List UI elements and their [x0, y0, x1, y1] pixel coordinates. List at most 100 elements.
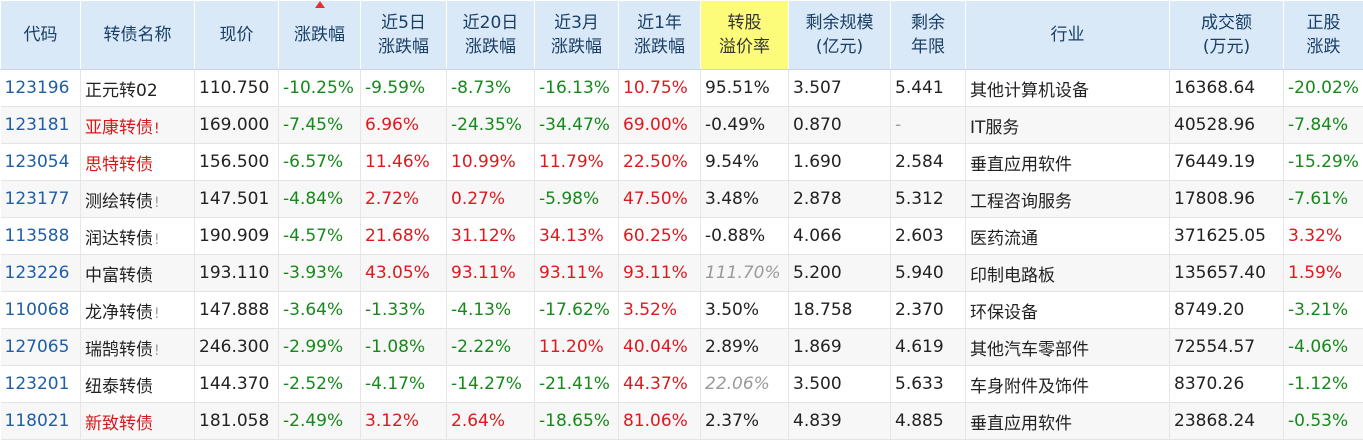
table-row[interactable]: 127065 瑞鹄转债! 246.300 -2.99% -1.08% -2.22% 11.2…: [0, 328, 1363, 366]
cell-code[interactable]: 123196: [0, 69, 81, 107]
table-row[interactable]: 118021 新致转债 181.058 -2.49% 3.12% 2.64% -18.65%…: [0, 402, 1363, 440]
bond-name: 润达转债: [85, 228, 153, 249]
cell-code[interactable]: 123226: [0, 254, 81, 292]
cell-code[interactable]: 127065: [0, 328, 81, 366]
cell-chg3m: 11.79%: [534, 143, 619, 181]
cell-chg5d: 2.72%: [360, 180, 447, 218]
cell-name[interactable]: 新致转债: [80, 402, 195, 440]
cell-chg5d: 6.96%: [360, 106, 447, 144]
column-header-label: 近5日: [381, 13, 426, 33]
column-header-price[interactable]: 现价: [194, 0, 279, 70]
cell-code[interactable]: 113588: [0, 217, 81, 255]
bond-name: 亚康转债: [85, 117, 153, 138]
bond-name: 正元转02: [85, 80, 158, 101]
cell-premium: -0.49%: [700, 106, 789, 144]
cell-industry: 工程咨询服务: [965, 180, 1170, 218]
bond-name: 中富转债: [85, 265, 153, 286]
cell-scale: 0.870: [788, 106, 891, 144]
column-header-label: 近1年: [637, 13, 682, 33]
cell-chg20d: -2.22%: [446, 328, 535, 366]
cell-premium: 95.51%: [700, 69, 789, 107]
column-header-premium[interactable]: 转股 溢价率: [700, 0, 789, 70]
cell-premium: 2.89%: [700, 328, 789, 366]
cell-code[interactable]: 118021: [0, 402, 81, 440]
cell-chg5d: 11.46%: [360, 143, 447, 181]
cell-stock_chg: -7.61%: [1283, 180, 1363, 218]
cell-chg: -3.64%: [278, 291, 361, 329]
cell-name[interactable]: 纽泰转债: [80, 365, 195, 403]
cell-industry: 医药流通: [965, 217, 1170, 255]
bond-name: 思特转债: [85, 154, 153, 175]
cell-name[interactable]: 龙净转债!: [80, 291, 195, 329]
column-header-label: 近3月: [554, 13, 599, 33]
column-header-chg[interactable]: 涨跌幅: [278, 0, 361, 70]
cell-chg3m: -17.62%: [534, 291, 619, 329]
cell-code[interactable]: 123054: [0, 143, 81, 181]
cell-chg: -3.93%: [278, 254, 361, 292]
cell-name[interactable]: 正元转02: [80, 69, 195, 107]
bond-name: 龙净转债: [85, 302, 153, 323]
column-header-chg5d[interactable]: 近5日 涨跌幅: [360, 0, 447, 70]
table-row[interactable]: 123177 测绘转债! 147.501 -4.84% 2.72% 0.27% -5.98%…: [0, 180, 1363, 218]
cell-name[interactable]: 思特转债: [80, 143, 195, 181]
cell-premium: 9.54%: [700, 143, 789, 181]
table-row[interactable]: 123201 纽泰转债 144.370 -2.52% -4.17% -14.27% -21.…: [0, 365, 1363, 403]
table-row[interactable]: 110068 龙净转债! 147.888 -3.64% -1.33% -4.13% -17.…: [0, 291, 1363, 329]
cell-price: 147.888: [194, 291, 279, 329]
cell-price: 144.370: [194, 365, 279, 403]
cell-chg3m: 11.20%: [534, 328, 619, 366]
cell-name[interactable]: 润达转债!: [80, 217, 195, 255]
column-header-label: 转债名称: [103, 25, 172, 45]
cell-name[interactable]: 中富转债: [80, 254, 195, 292]
cell-scale: 1.869: [788, 328, 891, 366]
column-header-stock_chg[interactable]: 正股 涨跌: [1283, 0, 1363, 70]
cell-chg3m: -21.41%: [534, 365, 619, 403]
cell-price: 147.501: [194, 180, 279, 218]
cell-chg3m: -16.13%: [534, 69, 619, 107]
cell-code[interactable]: 123201: [0, 365, 81, 403]
cell-chg20d: 0.27%: [446, 180, 535, 218]
cell-industry: 车身附件及饰件: [965, 365, 1170, 403]
cell-premium: 22.06%: [700, 365, 789, 403]
table-row[interactable]: 123226 中富转债 193.110 -3.93% 43.05% 93.11% 93.11…: [0, 254, 1363, 292]
cell-industry: 印制电路板: [965, 254, 1170, 292]
cell-stock_chg: -1.12%: [1283, 365, 1363, 403]
cell-chg3m: 34.13%: [534, 217, 619, 255]
cell-stock_chg: -4.06%: [1283, 328, 1363, 366]
cell-chg1y: 22.50%: [618, 143, 701, 181]
cell-stock_chg: 1.59%: [1283, 254, 1363, 292]
warning-flag-icon: !: [154, 231, 160, 248]
cell-industry: 其他计算机设备: [965, 69, 1170, 107]
cell-chg20d: 10.99%: [446, 143, 535, 181]
table-header-row: 代码 转债名称 现价 涨跌幅 近5日 涨跌幅 近20日 涨跌幅 近3月 涨跌幅 近1年 涨跌幅 转股 溢价…: [0, 0, 1363, 70]
table-row[interactable]: 123054 思特转债 156.500 -6.57% 11.46% 10.99% 11.79…: [0, 143, 1363, 181]
table-row[interactable]: 123181 亚康转债! 169.000 -7.45% 6.96% -24.35% -34.…: [0, 106, 1363, 144]
cell-code[interactable]: 110068: [0, 291, 81, 329]
cell-name[interactable]: 测绘转债!: [80, 180, 195, 218]
column-header-chg20d[interactable]: 近20日 涨跌幅: [446, 0, 535, 70]
cell-name[interactable]: 瑞鹄转债!: [80, 328, 195, 366]
cell-industry: 垂直应用软件: [965, 402, 1170, 440]
cell-scale: 4.839: [788, 402, 891, 440]
column-header-turnover[interactable]: 成交额 (万元): [1169, 0, 1284, 70]
column-header-name[interactable]: 转债名称: [80, 0, 195, 70]
table-row[interactable]: 113588 润达转债! 190.909 -4.57% 21.68% 31.12% 34.1…: [0, 217, 1363, 255]
column-header-chg1y[interactable]: 近1年 涨跌幅: [618, 0, 701, 70]
warning-flag-icon: !: [154, 305, 160, 322]
column-header-label: 涨跌: [1306, 37, 1341, 57]
column-header-scale[interactable]: 剩余规模 (亿元): [788, 0, 891, 70]
column-header-years[interactable]: 剩余 年限: [890, 0, 966, 70]
cell-code[interactable]: 123181: [0, 106, 81, 144]
cell-code[interactable]: 123177: [0, 180, 81, 218]
table-row[interactable]: 123196 正元转02 110.750 -10.25% -9.59% -8.73% -16…: [0, 69, 1363, 107]
column-header-industry[interactable]: 行业: [965, 0, 1170, 70]
cell-chg5d: 43.05%: [360, 254, 447, 292]
cell-chg1y: 44.37%: [618, 365, 701, 403]
column-header-code[interactable]: 代码: [0, 0, 81, 70]
cell-price: 190.909: [194, 217, 279, 255]
column-header-chg3m[interactable]: 近3月 涨跌幅: [534, 0, 619, 70]
cell-chg3m: -5.98%: [534, 180, 619, 218]
cell-name[interactable]: 亚康转债!: [80, 106, 195, 144]
cell-turnover: 135657.40: [1169, 254, 1284, 292]
cell-years: -: [890, 106, 966, 144]
